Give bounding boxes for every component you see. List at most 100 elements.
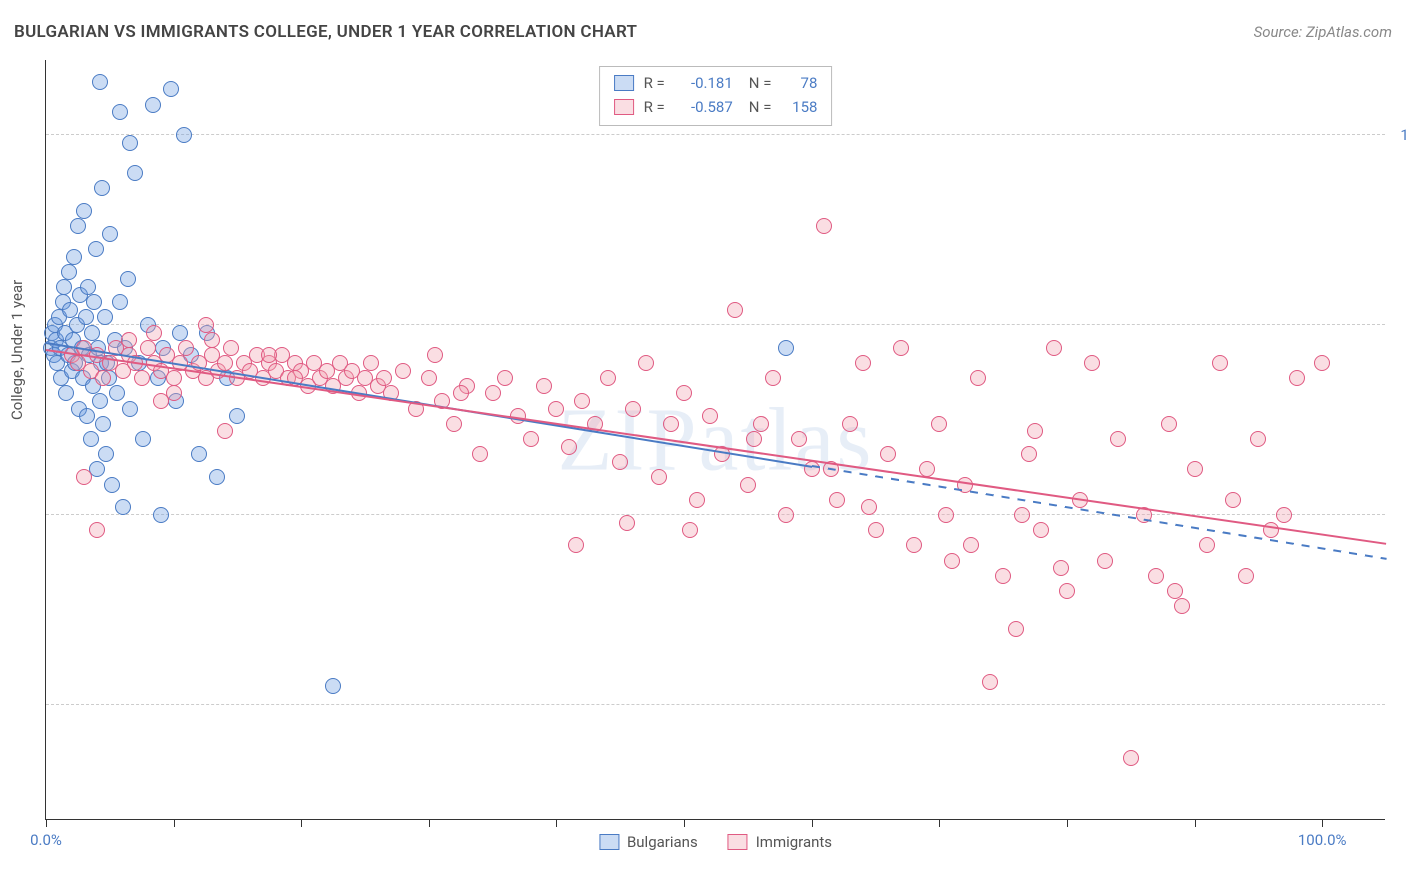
scatter-point-bulgarians [83, 431, 99, 447]
scatter-point-immigrants [204, 332, 220, 348]
scatter-point-immigrants [1027, 423, 1043, 439]
scatter-point-bulgarians [80, 279, 96, 295]
scatter-point-immigrants [1174, 598, 1190, 614]
scatter-point-immigrants [740, 477, 756, 493]
scatter-point-immigrants [166, 370, 182, 386]
scatter-point-bulgarians [122, 401, 138, 417]
scatter-point-immigrants [612, 454, 628, 470]
scatter-point-immigrants [944, 553, 960, 569]
legend-stats-box: R =-0.181N =78R =-0.587N =158 [599, 66, 833, 126]
scatter-point-immigrants [1225, 492, 1241, 508]
scatter-point-immigrants [855, 355, 871, 371]
scatter-point-bulgarians [112, 104, 128, 120]
scatter-point-immigrants [619, 515, 635, 531]
scatter-point-immigrants [568, 537, 584, 553]
scatter-point-immigrants [446, 416, 462, 432]
scatter-point-bulgarians [78, 309, 94, 325]
gridline [46, 324, 1385, 325]
scatter-point-immigrants [625, 401, 641, 417]
scatter-point-immigrants [217, 355, 233, 371]
scatter-point-immigrants [1110, 431, 1126, 447]
scatter-point-immigrants [727, 302, 743, 318]
scatter-point-bulgarians [127, 165, 143, 181]
legend-swatch [599, 834, 619, 850]
scatter-point-immigrants [663, 416, 679, 432]
scatter-point-bulgarians [163, 81, 179, 97]
scatter-point-immigrants [1187, 461, 1203, 477]
scatter-point-immigrants [1276, 507, 1292, 523]
scatter-point-immigrants [753, 416, 769, 432]
xtick-mark [46, 819, 47, 827]
legend-n-label: N = [749, 71, 772, 95]
scatter-point-immigrants [868, 522, 884, 538]
scatter-point-immigrants [561, 439, 577, 455]
scatter-point-immigrants [146, 325, 162, 341]
scatter-point-immigrants [421, 370, 437, 386]
scatter-point-immigrants [453, 385, 469, 401]
scatter-point-immigrants [682, 522, 698, 538]
scatter-point-immigrants [548, 401, 564, 417]
scatter-point-bulgarians [88, 241, 104, 257]
scatter-point-immigrants [261, 347, 277, 363]
scatter-point-immigrants [861, 499, 877, 515]
scatter-point-immigrants [427, 347, 443, 363]
legend-n-label: N = [749, 95, 772, 119]
scatter-point-immigrants [395, 363, 411, 379]
scatter-point-bulgarians [145, 97, 161, 113]
scatter-point-bulgarians [84, 325, 100, 341]
xtick-mark [174, 819, 175, 827]
legend-bottom-label: Bulgarians [627, 833, 698, 851]
scatter-point-immigrants [970, 370, 986, 386]
scatter-point-bulgarians [94, 180, 110, 196]
scatter-point-immigrants [1161, 416, 1177, 432]
legend-swatch [728, 834, 748, 850]
scatter-point-immigrants [198, 317, 214, 333]
scatter-point-bulgarians [325, 678, 341, 694]
legend-r-value: -0.587 [675, 95, 733, 119]
scatter-point-bulgarians [92, 74, 108, 90]
scatter-point-immigrants [523, 431, 539, 447]
scatter-point-immigrants [1033, 522, 1049, 538]
scatter-point-bulgarians [66, 249, 82, 265]
scatter-point-bulgarians [58, 385, 74, 401]
xtick-mark [684, 819, 685, 827]
scatter-point-bulgarians [102, 226, 118, 242]
xtick-mark [301, 819, 302, 827]
scatter-point-immigrants [223, 340, 239, 356]
scatter-point-bulgarians [120, 271, 136, 287]
scatter-point-immigrants [995, 568, 1011, 584]
scatter-point-bulgarians [98, 446, 114, 462]
scatter-point-immigrants [574, 393, 590, 409]
scatter-point-immigrants [1250, 431, 1266, 447]
scatter-point-immigrants [1199, 537, 1215, 553]
xtick-mark [939, 819, 940, 827]
scatter-point-bulgarians [86, 294, 102, 310]
gridline [46, 134, 1385, 135]
scatter-point-immigrants [1238, 568, 1254, 584]
scatter-point-immigrants [363, 355, 379, 371]
xtick-mark [556, 819, 557, 827]
scatter-point-immigrants [600, 370, 616, 386]
legend-r-value: -0.181 [675, 71, 733, 95]
scatter-point-bulgarians [104, 477, 120, 493]
scatter-point-immigrants [893, 340, 909, 356]
scatter-point-immigrants [1314, 355, 1330, 371]
scatter-point-immigrants [963, 537, 979, 553]
scatter-point-bulgarians [115, 499, 131, 515]
scatter-point-immigrants [982, 674, 998, 690]
scatter-point-immigrants [765, 370, 781, 386]
legend-bottom-item: Immigrants [728, 833, 832, 851]
legend-stats-row: R =-0.181N =78 [614, 71, 818, 95]
scatter-point-bulgarians [112, 294, 128, 310]
scatter-point-immigrants [536, 378, 552, 394]
scatter-point-immigrants [689, 492, 705, 508]
scatter-point-bulgarians [209, 469, 225, 485]
scatter-point-immigrants [1059, 583, 1075, 599]
legend-stats-row: R =-0.587N =158 [614, 95, 818, 119]
scatter-point-bulgarians [97, 309, 113, 325]
scatter-point-bulgarians [176, 127, 192, 143]
legend-r-label: R = [644, 95, 665, 119]
scatter-point-bulgarians [95, 416, 111, 432]
scatter-point-immigrants [702, 408, 718, 424]
scatter-point-bulgarians [76, 203, 92, 219]
